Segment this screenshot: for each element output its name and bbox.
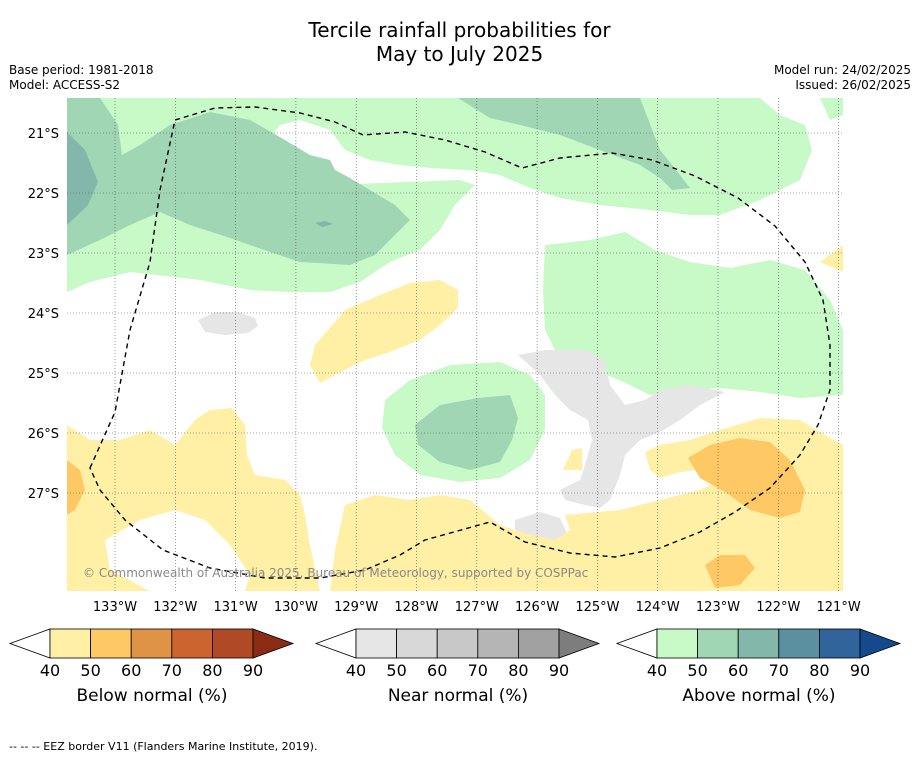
colorbar-tick: 80 xyxy=(809,661,829,680)
gridlines xyxy=(67,98,843,591)
colorbar-segment xyxy=(355,628,397,659)
longitude-label: 130°W xyxy=(274,600,318,615)
colorbar-tick: 50 xyxy=(80,661,100,680)
colorbar-tick: 40 xyxy=(647,661,667,680)
colorbar-tick: 70 xyxy=(162,661,182,680)
below-normal-50-west xyxy=(67,460,85,515)
colorbar-segment xyxy=(90,628,132,659)
colorbar-segment xyxy=(171,628,213,659)
longitude-label: 127°W xyxy=(455,600,499,615)
copyright-notice: © Commonwealth of Australia 2025, Bureau… xyxy=(83,566,588,580)
model-name: Model: ACCESS-S2 xyxy=(9,78,121,92)
below-normal-50-south xyxy=(705,555,755,588)
below-normal-50-east xyxy=(688,438,805,518)
latitude-label: 23°S xyxy=(28,247,59,262)
longitude-label: 123°W xyxy=(696,600,740,615)
longitude-label: 132°W xyxy=(153,600,197,615)
colorbar-segment xyxy=(211,628,254,659)
colorbar-below-normal: 40 50 60 70 80 90 xyxy=(8,628,295,680)
below-normal-region-spot xyxy=(563,448,582,470)
white-gap-south xyxy=(105,510,250,591)
above-normal-region-ne xyxy=(820,98,843,120)
longitude-label: 124°W xyxy=(636,600,680,615)
colorbar-tick: 40 xyxy=(40,661,60,680)
longitude-label: 128°W xyxy=(394,600,438,615)
colorbar-above-normal: 40 50 60 70 80 90 xyxy=(615,628,902,680)
colorbar-extend-high xyxy=(558,628,601,659)
latitude-label: 26°S xyxy=(28,427,59,442)
below-normal-label: Below normal (%) xyxy=(76,686,228,706)
colorbar-segment xyxy=(436,628,479,659)
colorbar-segment xyxy=(518,628,560,659)
colorbar-near-normal: 40 50 60 70 80 90 xyxy=(314,628,601,680)
meta-right: Model run: 24/02/2025 Issued: 26/02/2025 xyxy=(774,63,911,93)
longitude-label: 125°W xyxy=(575,600,619,615)
colorbar-tick: 60 xyxy=(121,661,141,680)
near-normal-label: Near normal (%) xyxy=(387,686,529,706)
latitude-label: 22°S xyxy=(28,187,59,202)
colorbar-tick: 80 xyxy=(508,661,528,680)
colorbar-extend-low xyxy=(8,628,51,659)
latitude-label: 21°S xyxy=(28,127,59,142)
colorbar-tick: 80 xyxy=(202,661,222,680)
colorbar-segment xyxy=(130,628,173,659)
map-title: Tercile rainfall probabilities for May t… xyxy=(0,18,919,66)
above-normal-label: Above normal (%) xyxy=(682,686,836,706)
longitude-label: 133°W xyxy=(93,600,137,615)
colorbar-segment xyxy=(656,628,698,659)
above-normal-60-spot xyxy=(315,221,333,227)
longitude-label: 126°W xyxy=(515,600,559,615)
latitude-label: 25°S xyxy=(28,367,59,382)
colorbar-segment xyxy=(396,628,438,659)
colorbar-segment xyxy=(49,628,91,659)
title-line-2: May to July 2025 xyxy=(375,42,544,66)
colorbar-segment xyxy=(819,628,861,659)
longitude-label: 131°W xyxy=(214,600,258,615)
near-normal-region-west xyxy=(198,312,258,335)
colorbar-tick: 70 xyxy=(468,661,488,680)
colorbar-tick: 40 xyxy=(346,661,366,680)
colorbar-segment xyxy=(737,628,780,659)
above-normal-50-south xyxy=(415,395,518,470)
longitude-label: 129°W xyxy=(334,600,378,615)
title-line-1: Tercile rainfall probabilities for xyxy=(308,18,611,42)
near-normal-region-east xyxy=(518,350,725,508)
colorbar-extend-high xyxy=(252,628,295,659)
eez-legend-note: -- -- -- EEZ border V11 (Flanders Marine… xyxy=(9,740,318,753)
meta-left: Base period: 1981-2018 Model: ACCESS-S2 xyxy=(9,63,154,93)
above-normal-60-west xyxy=(67,132,98,225)
colorbar-segment xyxy=(477,628,519,659)
colorbar-segment xyxy=(697,628,739,659)
colorbar-extend-high xyxy=(859,628,902,659)
eez-border xyxy=(89,106,831,579)
map-field xyxy=(67,98,843,591)
colorbar-extend-low xyxy=(615,628,658,659)
colorbar-tick: 90 xyxy=(243,661,263,680)
colorbar-tick: 90 xyxy=(549,661,569,680)
colorbar-tick: 60 xyxy=(728,661,748,680)
colorbar-tick: 70 xyxy=(769,661,789,680)
latitude-label: 24°S xyxy=(28,307,59,322)
below-normal-region-ne xyxy=(820,245,843,272)
issued-date: Issued: 26/02/2025 xyxy=(795,78,911,92)
longitude-label: 121°W xyxy=(817,600,861,615)
above-normal-region-east xyxy=(543,232,843,398)
latitude-label: 27°S xyxy=(28,487,59,502)
latitude-labels: 21°S 22°S 23°S 24°S 25°S 26°S 27°S xyxy=(28,127,59,502)
base-period: Base period: 1981-2018 xyxy=(9,63,154,77)
colorbar-tick: 90 xyxy=(850,661,870,680)
colorbar-segment xyxy=(778,628,820,659)
model-run: Model run: 24/02/2025 xyxy=(773,63,911,77)
below-normal-region-center xyxy=(310,280,458,383)
above-normal-50-north xyxy=(458,98,690,190)
longitude-label: 122°W xyxy=(756,600,800,615)
colorbar-tick: 50 xyxy=(386,661,406,680)
colorbar-extend-low xyxy=(314,628,357,659)
colorbar-tick: 60 xyxy=(427,661,447,680)
colorbar-tick: 50 xyxy=(687,661,707,680)
longitude-labels: 133°W 132°W 131°W 130°W 129°W 128°W 127°W 126°W… xyxy=(93,600,861,615)
